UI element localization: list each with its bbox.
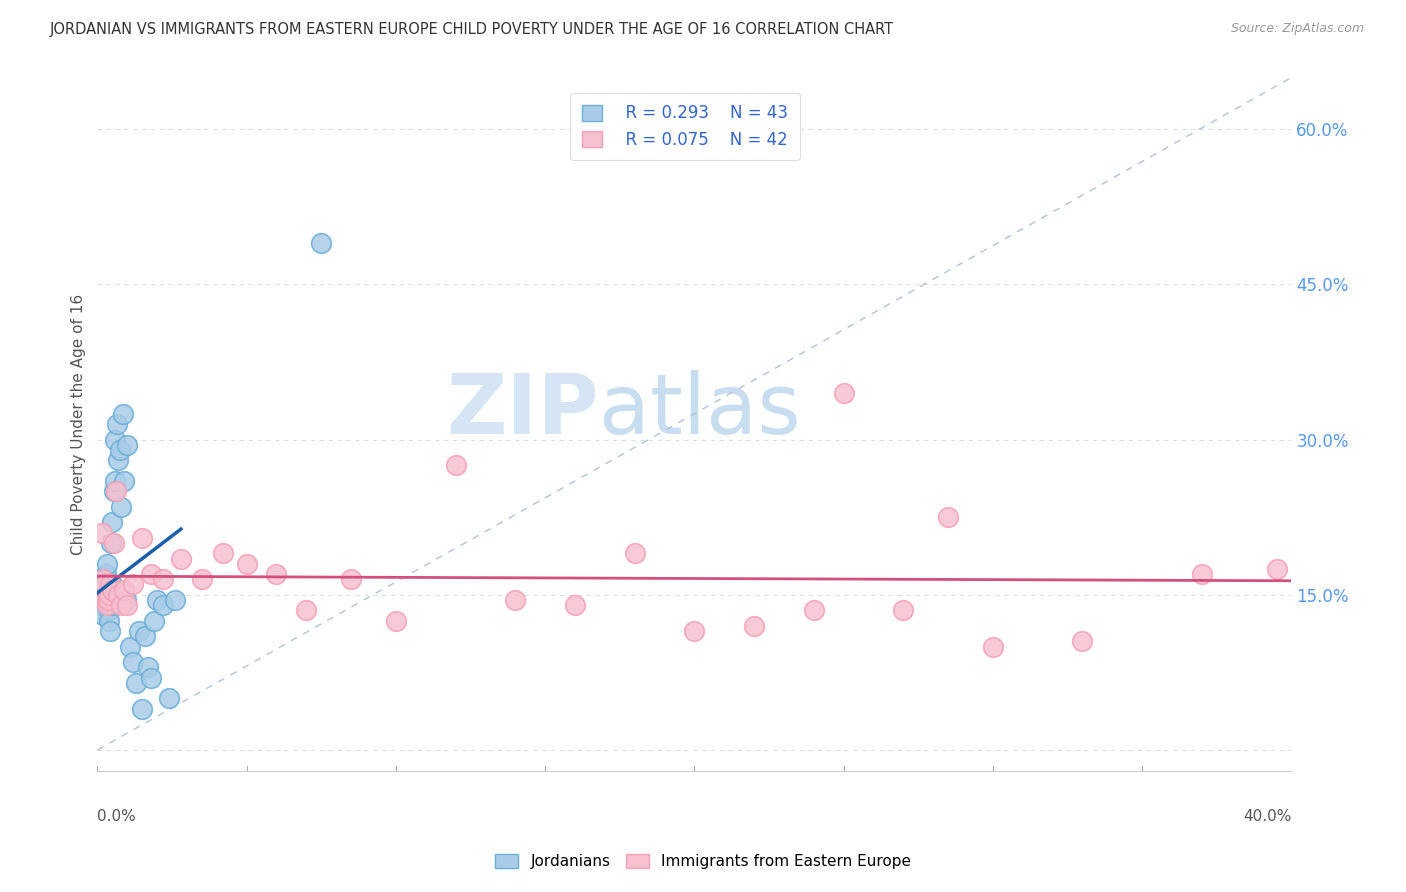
Point <box>170 551 193 566</box>
Point <box>101 598 124 612</box>
Point <box>115 438 138 452</box>
Point <box>89 582 111 597</box>
Point <box>103 536 125 550</box>
Point <box>101 577 124 591</box>
Point <box>152 572 174 586</box>
Point <box>893 603 915 617</box>
Point <box>120 640 142 654</box>
Point <box>93 588 115 602</box>
Point <box>235 557 257 571</box>
Point <box>157 691 180 706</box>
Point <box>295 603 318 617</box>
Point <box>1265 562 1288 576</box>
Text: ZIP: ZIP <box>446 369 599 450</box>
Point <box>94 577 117 591</box>
Point <box>131 701 153 715</box>
Point <box>115 598 138 612</box>
Text: JORDANIAN VS IMMIGRANTS FROM EASTERN EUROPE CHILD POVERTY UNDER THE AGE OF 16 CO: JORDANIAN VS IMMIGRANTS FROM EASTERN EUR… <box>49 22 893 37</box>
Point <box>90 582 112 597</box>
Text: atlas: atlas <box>599 369 800 450</box>
Point <box>91 593 114 607</box>
Point <box>103 484 125 499</box>
Point <box>309 235 332 250</box>
Point <box>111 407 134 421</box>
Point <box>122 577 145 591</box>
Point <box>97 598 120 612</box>
Point <box>94 593 117 607</box>
Point <box>340 572 363 586</box>
Point <box>211 546 233 560</box>
Point <box>136 660 159 674</box>
Point <box>683 624 706 638</box>
Point <box>97 593 120 607</box>
Point <box>107 453 129 467</box>
Point <box>98 624 121 638</box>
Point <box>125 675 148 690</box>
Point <box>108 442 131 457</box>
Point <box>98 614 121 628</box>
Point <box>105 417 128 431</box>
Point <box>104 484 127 499</box>
Point <box>131 531 153 545</box>
Point <box>742 619 765 633</box>
Point <box>623 546 645 560</box>
Point <box>112 582 135 597</box>
Point <box>128 624 150 638</box>
Point <box>191 572 214 586</box>
Point <box>114 593 136 607</box>
Point <box>832 386 855 401</box>
Text: 0.0%: 0.0% <box>97 809 136 824</box>
Point <box>1191 567 1213 582</box>
Point <box>1071 634 1094 648</box>
Legend:   R = 0.293    N = 43,   R = 0.075    N = 42: R = 0.293 N = 43, R = 0.075 N = 42 <box>569 93 800 161</box>
Point <box>96 598 118 612</box>
Point <box>266 567 288 582</box>
Point <box>163 593 186 607</box>
Text: 40.0%: 40.0% <box>1243 809 1292 824</box>
Point <box>91 608 114 623</box>
Point <box>94 572 117 586</box>
Point <box>96 582 118 597</box>
Point <box>981 640 1004 654</box>
Point <box>139 567 162 582</box>
Point <box>444 458 467 473</box>
Point <box>104 433 127 447</box>
Y-axis label: Child Poverty Under the Age of 16: Child Poverty Under the Age of 16 <box>72 293 86 555</box>
Point <box>110 598 132 612</box>
Point <box>564 598 586 612</box>
Point <box>803 603 825 617</box>
Text: Source: ZipAtlas.com: Source: ZipAtlas.com <box>1230 22 1364 36</box>
Point <box>936 510 959 524</box>
Point <box>152 598 174 612</box>
Point <box>91 572 114 586</box>
Point <box>112 474 135 488</box>
Point <box>96 557 118 571</box>
Point <box>97 603 120 617</box>
Point <box>89 598 111 612</box>
Point <box>97 588 120 602</box>
Point <box>107 588 129 602</box>
Point <box>100 536 122 550</box>
Point <box>98 577 121 591</box>
Point <box>385 614 408 628</box>
Point <box>122 655 145 669</box>
Point <box>94 567 117 582</box>
Point <box>90 577 112 591</box>
Point <box>90 525 112 540</box>
Point <box>110 500 132 514</box>
Point <box>134 629 156 643</box>
Legend: Jordanians, Immigrants from Eastern Europe: Jordanians, Immigrants from Eastern Euro… <box>489 847 917 875</box>
Point <box>104 474 127 488</box>
Point <box>143 614 166 628</box>
Point <box>139 671 162 685</box>
Point <box>100 582 122 597</box>
Point <box>503 593 526 607</box>
Point <box>100 516 122 530</box>
Point <box>146 593 169 607</box>
